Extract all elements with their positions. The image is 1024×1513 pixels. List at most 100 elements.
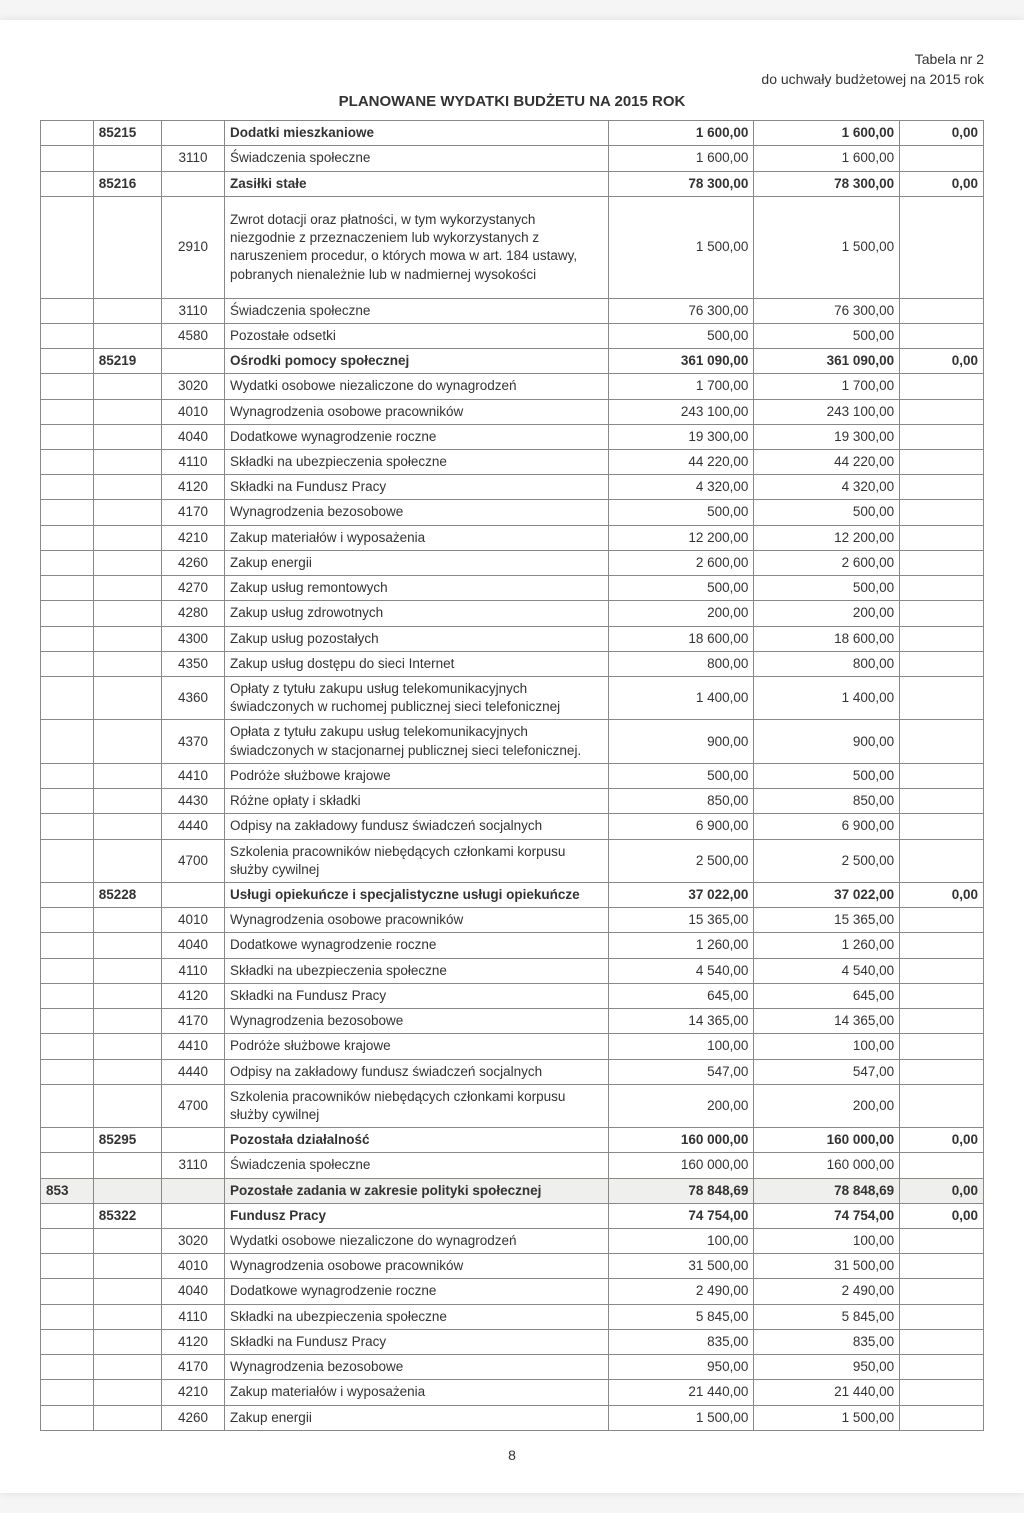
- cell-c: 4350: [161, 651, 224, 676]
- table-row: 4210Zakup materiałów i wyposażenia12 200…: [41, 525, 984, 550]
- cell-a: [41, 146, 94, 171]
- cell-d: Wynagrodzenia osobowe pracowników: [225, 399, 609, 424]
- cell-c: 4120: [161, 475, 224, 500]
- cell-d: Zakup usług remontowych: [225, 576, 609, 601]
- table-row: 4110Składki na ubezpieczenia społeczne4 …: [41, 958, 984, 983]
- cell-a: [41, 374, 94, 399]
- cell-g: [900, 298, 984, 323]
- table-row: 4170Wynagrodzenia bezosobowe500,00500,00: [41, 500, 984, 525]
- cell-f: 2 600,00: [754, 550, 900, 575]
- cell-g: [900, 1229, 984, 1254]
- cell-c: 4110: [161, 450, 224, 475]
- cell-b: [93, 1329, 161, 1354]
- cell-e: 500,00: [608, 763, 754, 788]
- cell-f: 5 845,00: [754, 1304, 900, 1329]
- table-row: 4170Wynagrodzenia bezosobowe14 365,0014 …: [41, 1009, 984, 1034]
- cell-g: 0,00: [900, 349, 984, 374]
- cell-f: 21 440,00: [754, 1380, 900, 1405]
- cell-f: 500,00: [754, 323, 900, 348]
- cell-g: [900, 763, 984, 788]
- cell-f: 200,00: [754, 1084, 900, 1127]
- cell-e: 1 260,00: [608, 933, 754, 958]
- cell-d: Dodatki mieszkaniowe: [225, 121, 609, 146]
- cell-g: [900, 626, 984, 651]
- cell-b: [93, 1084, 161, 1127]
- cell-c: [161, 1203, 224, 1228]
- cell-b: [93, 651, 161, 676]
- cell-d: Podróże służbowe krajowe: [225, 1034, 609, 1059]
- table-row: 3110Świadczenia społeczne160 000,00160 0…: [41, 1153, 984, 1178]
- cell-e: 37 022,00: [608, 882, 754, 907]
- cell-b: [93, 933, 161, 958]
- cell-b: [93, 1254, 161, 1279]
- cell-a: [41, 789, 94, 814]
- table-row: 4360Opłaty z tytułu zakupu usług telekom…: [41, 677, 984, 720]
- table-row: 85322Fundusz Pracy74 754,0074 754,000,00: [41, 1203, 984, 1228]
- cell-d: Podróże służbowe krajowe: [225, 763, 609, 788]
- cell-e: 200,00: [608, 1084, 754, 1127]
- cell-e: 4 320,00: [608, 475, 754, 500]
- document-title: PLANOWANE WYDATKI BUDŻETU NA 2015 ROK: [40, 93, 984, 110]
- cell-e: 78 300,00: [608, 171, 754, 196]
- cell-g: 0,00: [900, 1178, 984, 1203]
- cell-a: [41, 601, 94, 626]
- cell-d: Wynagrodzenia osobowe pracowników: [225, 1254, 609, 1279]
- cell-f: 500,00: [754, 500, 900, 525]
- cell-c: 3110: [161, 298, 224, 323]
- cell-a: [41, 424, 94, 449]
- cell-a: [41, 908, 94, 933]
- cell-d: Składki na Fundusz Pracy: [225, 1329, 609, 1354]
- cell-g: [900, 677, 984, 720]
- cell-g: [900, 908, 984, 933]
- cell-f: 1 500,00: [754, 196, 900, 298]
- cell-a: [41, 626, 94, 651]
- cell-b: [93, 1009, 161, 1034]
- cell-b: [93, 789, 161, 814]
- cell-a: [41, 1153, 94, 1178]
- cell-f: 243 100,00: [754, 399, 900, 424]
- cell-e: 835,00: [608, 1329, 754, 1354]
- cell-f: 1 500,00: [754, 1405, 900, 1430]
- cell-d: Zakup usług zdrowotnych: [225, 601, 609, 626]
- cell-f: 100,00: [754, 1229, 900, 1254]
- cell-a: [41, 550, 94, 575]
- cell-f: 4 320,00: [754, 475, 900, 500]
- cell-g: [900, 450, 984, 475]
- cell-f: 2 490,00: [754, 1279, 900, 1304]
- resolution-line: do uchwały budżetowej na 2015 rok: [40, 70, 984, 90]
- cell-a: [41, 814, 94, 839]
- cell-c: 4360: [161, 677, 224, 720]
- cell-g: [900, 374, 984, 399]
- cell-c: [161, 121, 224, 146]
- cell-e: 1 600,00: [608, 121, 754, 146]
- table-row: 4280Zakup usług zdrowotnych200,00200,00: [41, 601, 984, 626]
- cell-f: 547,00: [754, 1059, 900, 1084]
- cell-g: [900, 1254, 984, 1279]
- cell-c: [161, 171, 224, 196]
- cell-e: 74 754,00: [608, 1203, 754, 1228]
- cell-g: [900, 1380, 984, 1405]
- cell-g: [900, 1304, 984, 1329]
- cell-b: [93, 450, 161, 475]
- table-number: Tabela nr 2: [40, 50, 984, 70]
- cell-f: 850,00: [754, 789, 900, 814]
- cell-b: [93, 550, 161, 575]
- cell-g: 0,00: [900, 171, 984, 196]
- cell-b: [93, 1380, 161, 1405]
- cell-c: 4010: [161, 399, 224, 424]
- cell-a: [41, 1059, 94, 1084]
- cell-e: 500,00: [608, 323, 754, 348]
- cell-d: Opłata z tytułu zakupu usług telekomunik…: [225, 720, 609, 763]
- cell-b: [93, 475, 161, 500]
- cell-g: [900, 983, 984, 1008]
- cell-g: [900, 1279, 984, 1304]
- table-row: 853Pozostałe zadania w zakresie polityki…: [41, 1178, 984, 1203]
- cell-d: Świadczenia społeczne: [225, 146, 609, 171]
- table-row: 4120Składki na Fundusz Pracy4 320,004 32…: [41, 475, 984, 500]
- cell-f: 6 900,00: [754, 814, 900, 839]
- cell-e: 2 600,00: [608, 550, 754, 575]
- cell-d: Wynagrodzenia bezosobowe: [225, 1009, 609, 1034]
- cell-c: 4410: [161, 1034, 224, 1059]
- cell-c: 3110: [161, 1153, 224, 1178]
- table-row: 4210Zakup materiałów i wyposażenia21 440…: [41, 1380, 984, 1405]
